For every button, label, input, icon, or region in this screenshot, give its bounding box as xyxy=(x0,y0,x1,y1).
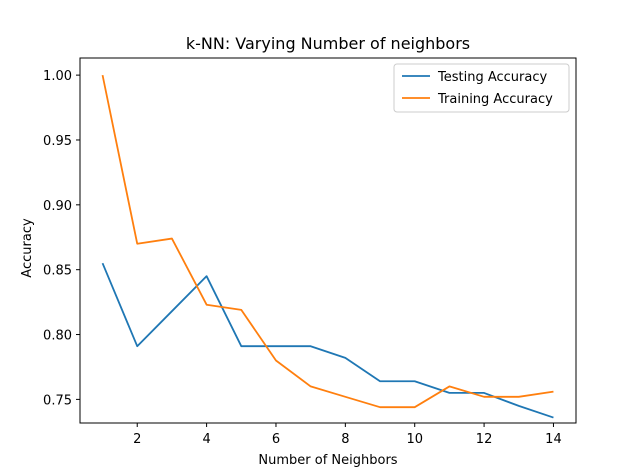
x-tick-label: 2 xyxy=(133,432,141,447)
legend-box xyxy=(393,63,570,113)
x-tick-label: 14 xyxy=(545,432,562,447)
x-tick-label: 4 xyxy=(202,432,210,447)
y-axis-ticks: 0.75 0.80 0.85 0.90 0.95 1.00 xyxy=(43,69,80,408)
legend-label: Testing Accuracy xyxy=(437,70,547,85)
y-tick-label: 0.90 xyxy=(43,199,72,214)
y-axis-label: Accuracy xyxy=(20,218,35,278)
y-tick-label: 0.95 xyxy=(43,134,72,149)
x-tick-label: 10 xyxy=(406,432,423,447)
y-tick-label: 0.80 xyxy=(43,329,72,344)
y-tick-label: 0.75 xyxy=(43,393,72,408)
series-line-1 xyxy=(101,74,554,409)
x-tick-label: 12 xyxy=(476,432,493,447)
x-tick-label: 8 xyxy=(341,432,349,447)
series-line-0 xyxy=(101,262,554,419)
legend: Testing Accuracy Training Accuracy xyxy=(393,63,570,113)
series-layer xyxy=(101,74,554,419)
legend-label: Training Accuracy xyxy=(437,92,553,107)
x-axis-label: Number of Neighbors xyxy=(258,453,397,468)
plot-frame xyxy=(79,57,577,424)
x-axis-ticks: 2 4 6 8 10 12 14 xyxy=(133,423,562,447)
x-tick-label: 6 xyxy=(272,432,280,447)
y-tick-label: 1.00 xyxy=(43,69,72,84)
y-tick-label: 0.85 xyxy=(43,264,72,279)
chart-title: k-NN: Varying Number of neighbors xyxy=(186,34,470,53)
